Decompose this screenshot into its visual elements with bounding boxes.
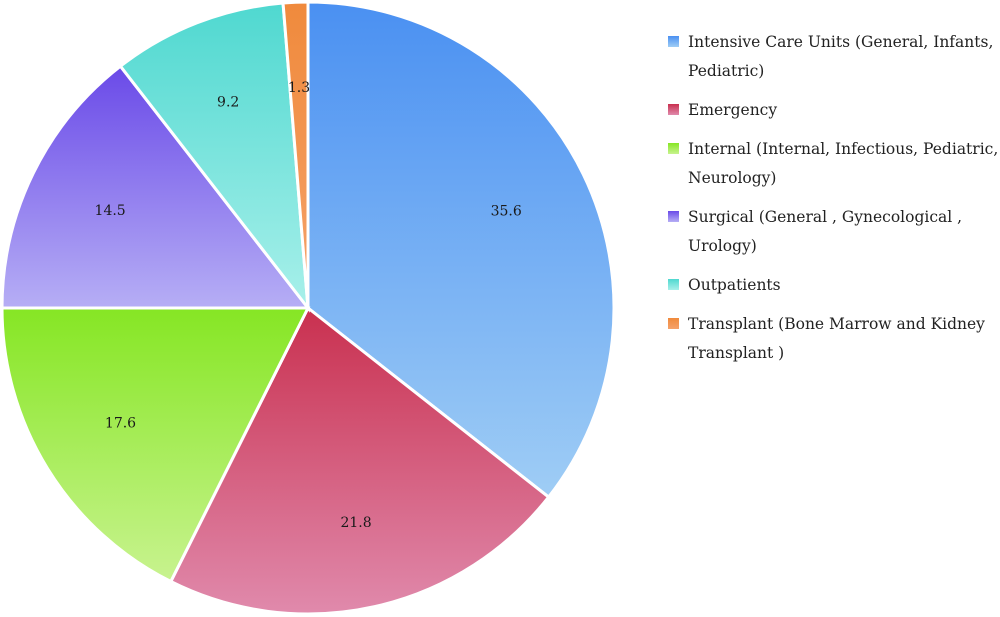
slice-value-label: 21.8 [340,515,371,531]
slice-value-label: 17.6 [105,416,136,432]
pie-slice [118,1,310,313]
legend-label: Intensive Care Units (General, Infants, … [688,33,994,80]
pie-slices [0,0,616,616]
pie-slice [168,305,551,616]
slice-value-label: 14.5 [95,203,126,219]
slice-value-label: 35.6 [491,204,522,220]
legend-label: Transplant (Bone Marrow and Kidney Trans… [688,315,985,362]
legend-item: Outpatients [668,271,1000,300]
legend-label: Internal (Internal, Infectious, Pediatri… [688,140,999,187]
legend-swatch [668,211,679,222]
legend-item: Transplant (Bone Marrow and Kidney Trans… [668,310,1000,368]
legend-item: Intensive Care Units (General, Infants, … [668,28,1000,86]
legend-swatch [668,104,679,115]
pie-slice [306,0,616,500]
pie-chart: 35.6 21.8 17.6 14.5 9.2 1.3 [0,0,616,616]
legend-item: Internal (Internal, Infectious, Pediatri… [668,135,1000,193]
pie-slice [0,64,312,310]
legend-swatch [668,279,679,290]
legend-label: Outpatients [688,276,781,294]
slice-value-label: 1.3 [288,80,310,96]
legend-label: Emergency [688,101,778,119]
legend-swatch [668,36,679,47]
legend-item: Surgical (General , Gynecological , Urol… [668,203,1000,261]
chart-legend: Intensive Care Units (General, Infants, … [668,28,1000,378]
legend-swatch [668,318,679,329]
legend-item: Emergency [668,96,1000,125]
legend-label: Surgical (General , Gynecological , Urol… [688,208,963,255]
pie-slice [0,306,311,584]
pie-value-labels: 35.6 21.8 17.6 14.5 9.2 1.3 [95,80,522,531]
legend-swatch [668,143,679,154]
slice-value-label: 9.2 [217,95,239,111]
pie-slice [281,0,310,309]
